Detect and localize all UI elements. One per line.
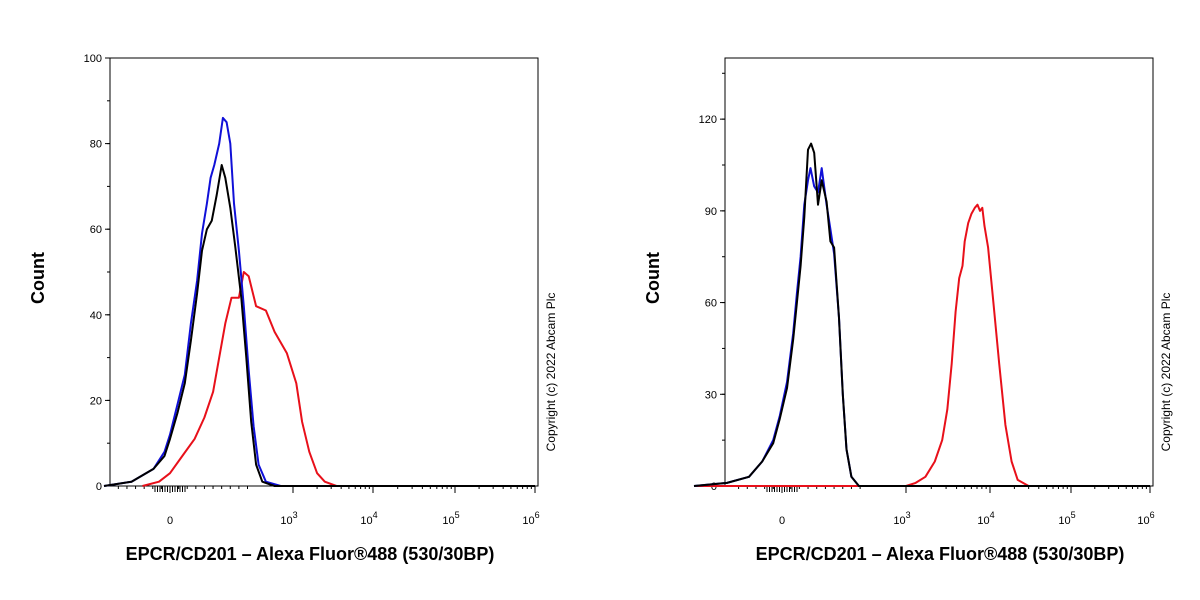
series-line-red xyxy=(142,271,535,487)
series-line-blue xyxy=(103,116,535,487)
y-tick-label: 20 xyxy=(90,395,102,407)
x-tick-label: 0 xyxy=(779,515,785,527)
y-axis-title: Count xyxy=(28,252,48,304)
y-tick-label: 60 xyxy=(90,224,102,236)
series-line-blue xyxy=(693,167,1150,487)
y-tick-label: 0 xyxy=(96,481,102,493)
plot-frame xyxy=(724,57,1154,487)
x-tick-label: 103 xyxy=(280,510,297,527)
x-tick-label: 103 xyxy=(893,510,910,527)
x-tick-label: 105 xyxy=(1058,510,1075,527)
x-tick-label: 104 xyxy=(977,510,994,527)
copyright-text: Copyright (c) 2022 Abcam Plc xyxy=(544,293,558,452)
histogram-panel-left: 0 20 40 60 80 100 0 103 104 105 106 EPCR/CD201 – Al… xyxy=(28,53,558,564)
x-tick-label: 106 xyxy=(522,510,539,527)
y-tick-label: 40 xyxy=(90,310,102,322)
y-tick-label: 80 xyxy=(90,139,102,151)
x-tick-label: 106 xyxy=(1137,510,1154,527)
y-tick-label: 30 xyxy=(705,389,717,401)
x-tick-label: 0 xyxy=(167,515,173,527)
x-axis-title: EPCR/CD201 – Alexa Fluor®488 (530/30BP) xyxy=(756,544,1125,564)
series-line-black xyxy=(693,142,1150,487)
series-line-black xyxy=(103,164,535,487)
series-line-red xyxy=(694,203,1150,487)
y-tick-label: 120 xyxy=(699,114,717,126)
x-tick-label: 104 xyxy=(360,510,377,527)
copyright-text: Copyright (c) 2022 Abcam Plc xyxy=(1159,293,1173,452)
y-axis-title: Count xyxy=(643,252,663,304)
y-tick-label: 100 xyxy=(84,53,102,65)
x-tick-label: 105 xyxy=(442,510,459,527)
y-tick-label: 60 xyxy=(705,298,717,310)
y-tick-label: 90 xyxy=(705,206,717,218)
x-axis-title: EPCR/CD201 – Alexa Fluor®488 (530/30BP) xyxy=(126,544,495,564)
